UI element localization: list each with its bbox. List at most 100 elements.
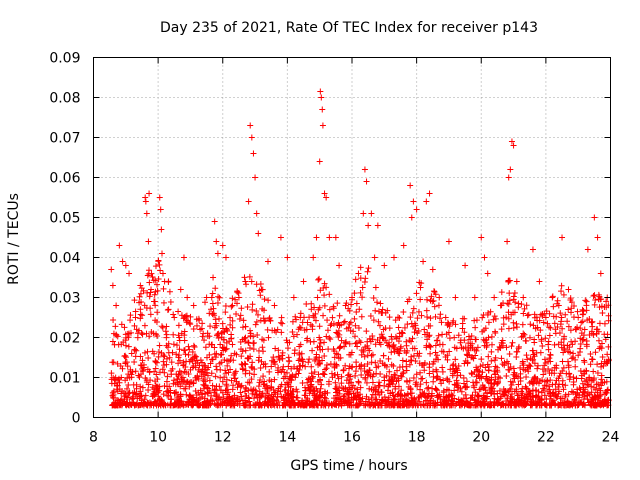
data-point [557,321,564,328]
data-point [283,337,290,344]
data-point [330,305,337,312]
data-point [242,347,249,354]
data-point [570,374,577,381]
data-point [498,302,505,309]
data-point [321,371,328,378]
data-point [237,312,244,319]
data-point [326,334,333,341]
data-point [208,356,215,363]
data-point [507,378,514,385]
data-point [550,303,557,310]
data-point [585,399,592,406]
data-point [511,289,518,296]
data-point [213,383,220,390]
data-point [223,339,230,346]
data-point [375,382,382,389]
data-point [229,295,236,302]
data-point [575,398,582,405]
data-point [386,343,393,350]
data-point [316,397,323,404]
data-point [214,299,221,306]
data-point [332,401,339,408]
data-point [417,381,424,388]
data-point [294,402,301,409]
data-point [237,383,244,390]
data-point [231,392,238,399]
data-point [508,381,515,388]
data-point [192,360,199,367]
data-point [485,319,492,326]
data-point [575,352,582,359]
data-point [125,390,132,397]
data-point [125,371,132,378]
data-point [161,353,168,360]
data-point [213,393,220,400]
data-point [552,330,559,337]
data-point [240,317,247,324]
data-point [527,401,534,408]
data-point [378,389,385,396]
data-point [321,399,328,406]
data-point [324,317,331,324]
data-point [160,285,167,292]
data-point [278,314,285,321]
data-point [560,402,567,409]
data-point [340,367,347,374]
data-point [580,332,587,339]
data-point [109,282,116,289]
data-point [566,376,573,383]
data-point [286,339,293,346]
data-point [292,313,299,320]
data-point [358,313,365,320]
data-point [145,386,152,393]
data-point [471,294,478,301]
data-point [354,343,361,350]
data-point [427,315,434,322]
data-point [520,362,527,369]
data-point [323,284,330,291]
data-point [302,363,309,370]
data-point [452,294,459,301]
data-point [468,354,475,361]
data-point [381,362,388,369]
data-point [212,354,219,361]
data-point [313,234,320,241]
data-point [530,322,537,329]
data-point [241,335,248,342]
data-point [219,320,226,327]
data-point [423,198,430,205]
data-point [468,370,475,377]
data-point [162,328,169,335]
data-point [152,302,159,309]
data-point [384,401,391,408]
data-point [223,376,230,383]
data-point [368,386,375,393]
data-point [338,380,345,387]
data-point [211,218,218,225]
data-point [439,368,446,375]
data-point [584,381,591,388]
data-point [262,394,269,401]
data-point [249,387,256,394]
data-point [199,393,206,400]
data-point [249,301,256,308]
data-point [260,337,267,344]
data-point [395,314,402,321]
data-point [335,402,342,409]
data-point [280,363,287,370]
data-point [534,365,541,372]
data-point [421,359,428,366]
data-point [374,299,381,306]
data-point [407,314,414,321]
data-point [331,347,338,354]
data-point [323,194,330,201]
data-point [295,357,302,364]
data-point [167,402,174,409]
data-point [357,264,364,271]
data-point [500,321,507,328]
data-point [547,393,554,400]
data-point [176,346,183,353]
data-point [221,374,228,381]
data-point [238,361,245,368]
data-point [222,254,229,261]
